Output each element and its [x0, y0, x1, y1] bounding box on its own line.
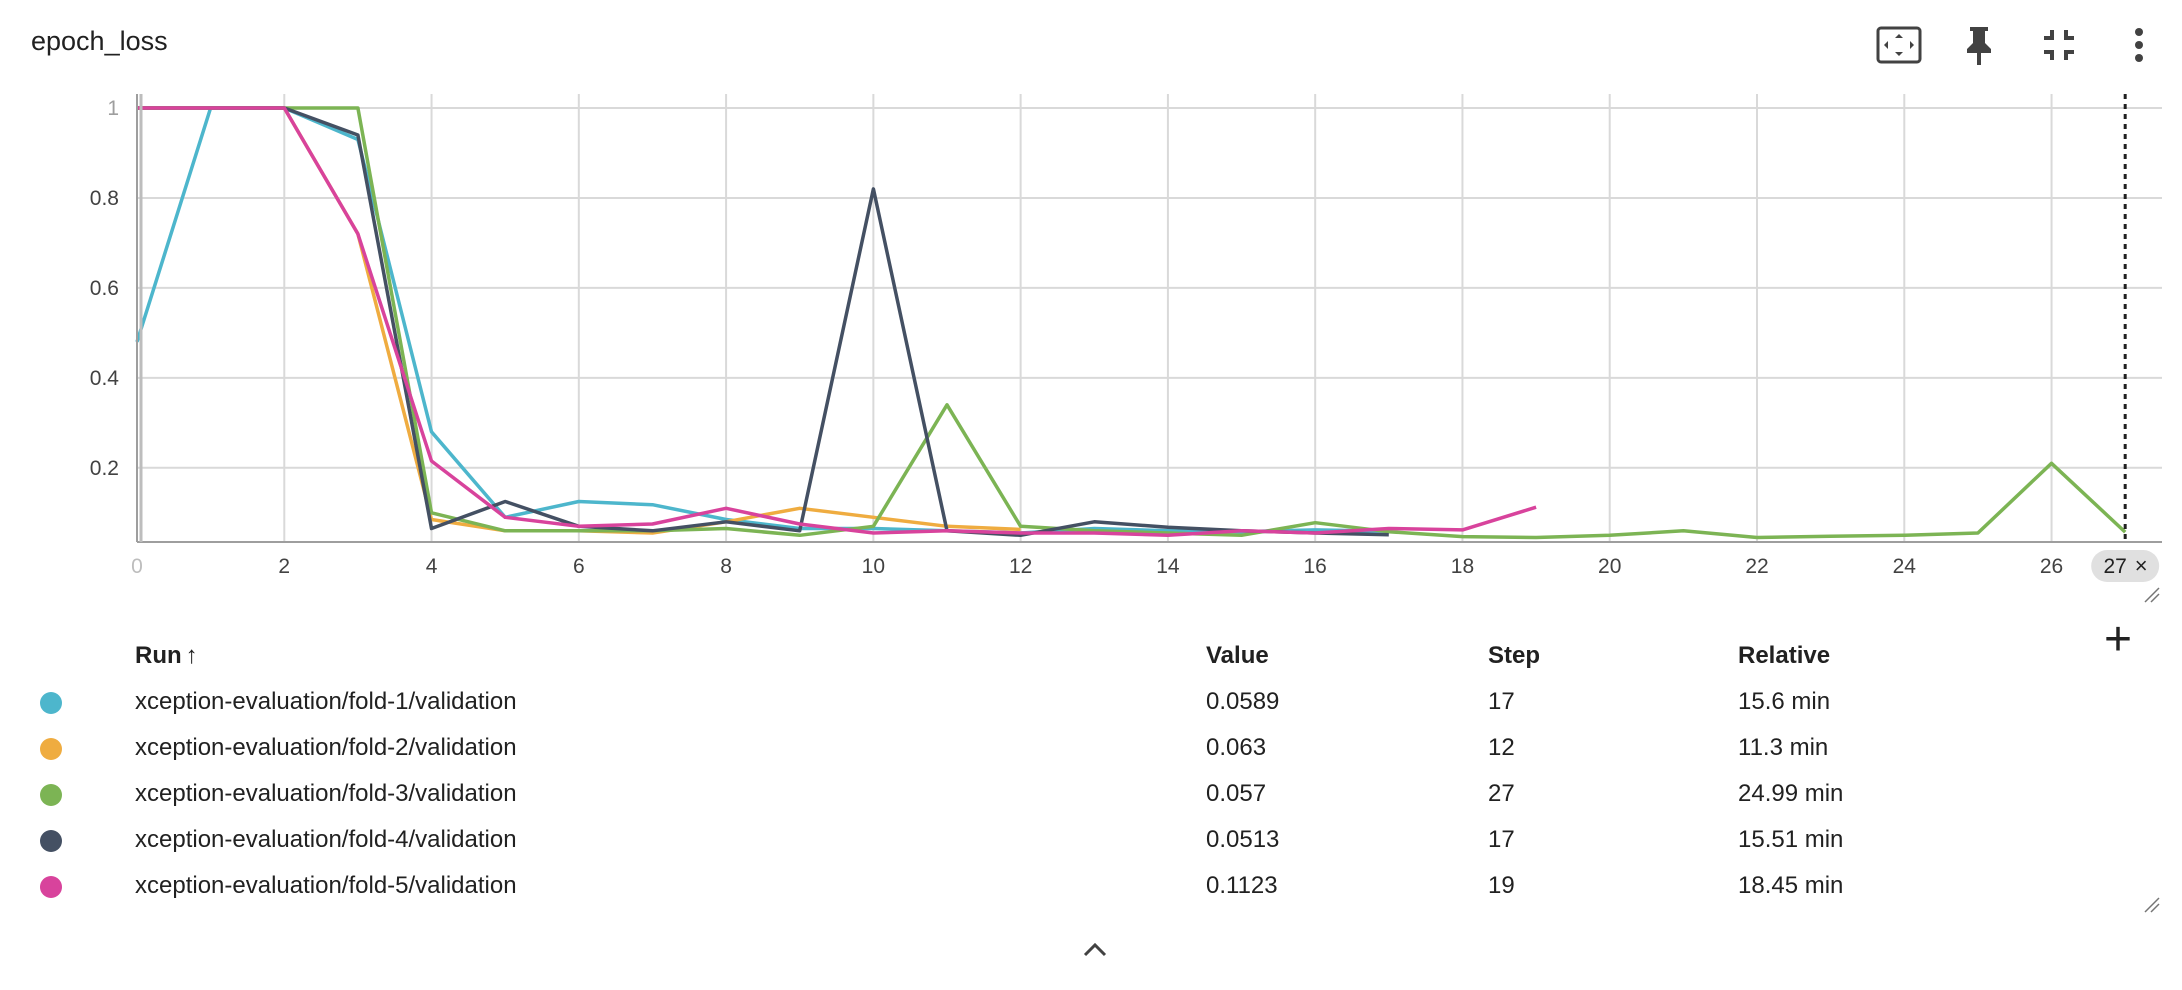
run-relative: 18.45 min — [1738, 872, 1844, 899]
run-value: 0.0513 — [1206, 826, 1280, 853]
series-line[interactable] — [137, 106, 2127, 540]
x-tick-label: 22 — [1745, 555, 1768, 578]
run-value: 0.063 — [1206, 734, 1267, 761]
series-line[interactable] — [137, 106, 1389, 538]
x-tick-label: 8 — [720, 555, 732, 578]
x-tick-label: 2 — [278, 555, 290, 578]
hover-step-chip[interactable]: 27 × — [2091, 550, 2160, 582]
chart-resize-handle[interactable] — [2141, 584, 2161, 604]
table-row: xception-evaluation/fold-4/validation 0.… — [0, 817, 2138, 863]
table-row: xception-evaluation/fold-2/validation 0.… — [0, 725, 2138, 771]
run-value: 0.057 — [1206, 780, 1267, 807]
hover-step-chip-bg — [2091, 550, 2160, 582]
run-relative: 15.6 min — [1738, 688, 1831, 715]
step-column-header[interactable]: Step — [1488, 642, 1541, 669]
x-tick-label: 10 — [862, 555, 885, 578]
pin-icon — [1967, 27, 1991, 65]
fit-to-data-button[interactable] — [1872, 20, 1926, 70]
table-row: xception-evaluation/fold-1/validation 0.… — [0, 679, 2138, 725]
table-header-row: Run ↑ Value Step Relative — [0, 633, 2138, 679]
add-run-button[interactable]: + — [2103, 613, 2133, 666]
sort-ascending-icon: ↑ — [185, 642, 198, 669]
close-icon[interactable]: × — [2135, 553, 2148, 578]
run-name: xception-evaluation/fold-2/validation — [135, 734, 517, 761]
run-column-header[interactable]: Run ↑ — [135, 633, 1206, 679]
table-row: xception-evaluation/fold-3/validation 0.… — [0, 771, 2138, 817]
table-resize-handle[interactable] — [2141, 894, 2161, 914]
more-vert-icon — [2135, 28, 2143, 62]
collapse-fullscreen-button[interactable] — [2032, 20, 2086, 70]
run-color-swatch[interactable] — [40, 829, 62, 852]
relative-column-header[interactable]: Relative — [1738, 642, 1831, 669]
color-column-header — [0, 633, 135, 679]
run-name: xception-evaluation/fold-5/validation — [135, 872, 517, 899]
run-step: 17 — [1488, 688, 1515, 715]
series-line[interactable] — [135, 106, 1389, 535]
more-options-button[interactable] — [2112, 20, 2166, 70]
run-value: 0.0589 — [1206, 688, 1280, 715]
run-name: xception-evaluation/fold-3/validation — [135, 780, 517, 807]
run-value: 0.1123 — [1206, 872, 1278, 899]
x-tick-label: 0 — [131, 555, 143, 578]
run-color-swatch[interactable] — [40, 783, 62, 806]
run-name: xception-evaluation/fold-1/validation — [135, 688, 517, 715]
y-tick-label: 0.8 — [90, 187, 119, 210]
y-tick-label: 0.2 — [90, 457, 119, 480]
x-tick-label: 16 — [1304, 555, 1327, 578]
run-relative: 24.99 min — [1738, 780, 1844, 807]
collapse-fullscreen-icon — [2044, 30, 2074, 60]
fit-to-data-icon — [1876, 26, 1922, 64]
hover-step-label: 27 — [2104, 555, 2127, 578]
runs-table: Run ↑ Value Step Relative xception-evalua… — [0, 633, 2138, 909]
run-step: 12 — [1488, 734, 1515, 761]
run-color-swatch[interactable] — [40, 875, 62, 898]
x-tick-label: 18 — [1451, 555, 1474, 578]
table-row: xception-evaluation/fold-5/validation 0.… — [0, 863, 2138, 909]
x-tick-label: 26 — [2040, 555, 2063, 578]
run-step: 19 — [1488, 872, 1515, 899]
x-tick-label: 24 — [1893, 555, 1917, 578]
run-step: 27 — [1488, 780, 1515, 807]
run-relative: 15.51 min — [1738, 826, 1844, 853]
x-tick-label: 12 — [1009, 555, 1032, 578]
run-color-swatch[interactable] — [40, 691, 62, 714]
x-tick-label: 14 — [1156, 555, 1180, 578]
value-column-header[interactable]: Value — [1206, 642, 1269, 669]
pin-button[interactable] — [1952, 20, 2006, 70]
y-tick-label: 0.6 — [90, 277, 119, 300]
chevron-up-icon[interactable] — [1073, 935, 1117, 965]
x-tick-label: 6 — [573, 555, 585, 578]
x-tick-label: 4 — [426, 555, 438, 578]
x-tick-label: 20 — [1598, 555, 1621, 578]
card-title: epoch_loss — [31, 26, 168, 56]
run-header-label: Run — [135, 642, 182, 669]
run-name: xception-evaluation/fold-4/validation — [135, 826, 517, 853]
y-tick-label: 1 — [107, 97, 119, 120]
run-relative: 11.3 min — [1738, 734, 1829, 761]
run-step: 17 — [1488, 826, 1515, 853]
y-tick-label: 0.4 — [90, 367, 120, 390]
series-line[interactable] — [137, 106, 1537, 538]
run-color-swatch[interactable] — [40, 737, 62, 760]
